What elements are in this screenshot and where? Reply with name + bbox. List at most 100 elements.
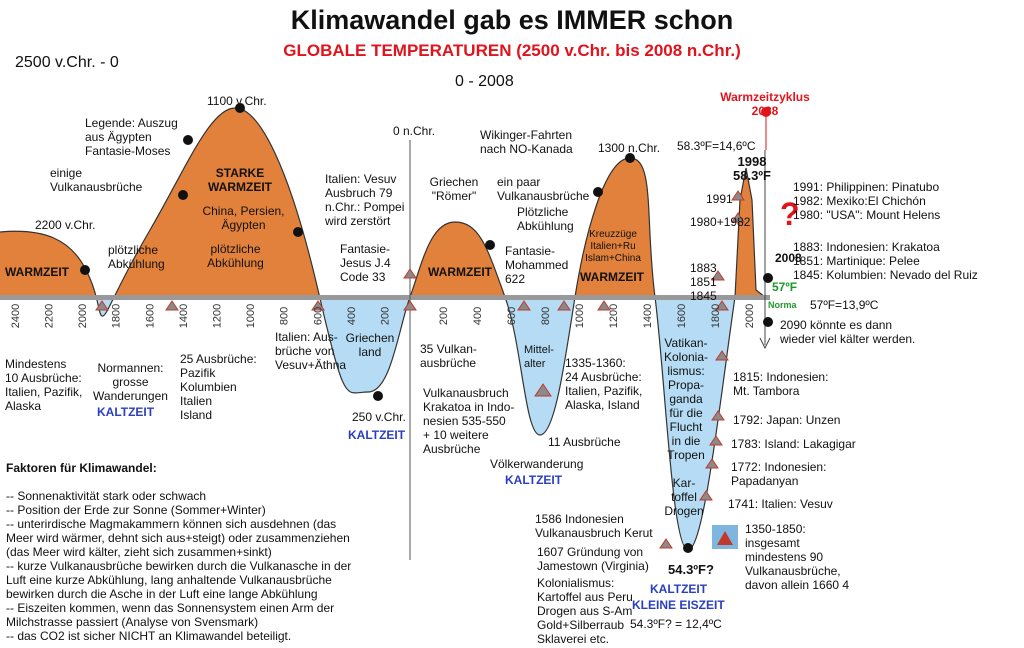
- label: Italien: Aus- brüche von Vesuv+Äthna: [275, 330, 347, 372]
- axis-label: 1000: [574, 304, 586, 328]
- axis-label: 1400: [178, 304, 190, 328]
- label: Legende: Auszug aus Ägypten Fantasie-Mos…: [85, 116, 178, 158]
- label: ein paar Vulkanausbrüche: [497, 175, 590, 203]
- label: 1991: [706, 192, 733, 206]
- label: 1586 Indonesien Vulkanausbruch Kerut: [535, 512, 653, 540]
- label: WARMZEIT: [428, 265, 492, 279]
- label: 1783: Island: Lakagigar: [731, 437, 856, 451]
- label: 0 n.Chr.: [393, 124, 436, 138]
- label: 1607 Gründung von Jamestown (Virginia): [537, 545, 649, 573]
- range-right: 0 - 2008: [455, 73, 514, 90]
- temperature-area: [0, 107, 766, 551]
- axis-label: 600: [506, 307, 518, 325]
- axis-label: 1800: [710, 304, 722, 328]
- axis-label: 1400: [642, 304, 654, 328]
- axis-labels: 2400 2200 2000 1800 1600 1400 1200 1000 800 600 40…: [10, 304, 756, 328]
- label: 54.3ºF? = 12,4ºC: [630, 617, 722, 631]
- axis-label: 1800: [111, 304, 123, 328]
- factor-item: -- Eiszeiten kommen, wenn das Sonnensyst…: [6, 601, 335, 629]
- label: 57ºF=13,9ºC: [810, 298, 879, 312]
- label: WARMZEIT: [5, 265, 69, 279]
- label: KALTZEIT: [505, 473, 563, 487]
- title: Klimawandel gab es IMMER schon: [290, 5, 734, 35]
- label: KALTZEIT: [97, 405, 155, 419]
- label: Vulkanausbruch Krakatoa in Indo- nesien …: [423, 386, 515, 456]
- label: STARKE WARMZEIT: [208, 166, 272, 194]
- label: 1883: Indonesien: Krakatoa 1851: Martini…: [793, 240, 978, 282]
- label: Norma: [768, 300, 797, 310]
- label: 54.3ºF?: [668, 562, 714, 577]
- arrow: [759, 337, 771, 350]
- label: Kolonialismus: Kartoffel aus Peru Drogen…: [537, 576, 633, 646]
- label: Kreuzzüge Italien+Ru Islam+China: [585, 229, 641, 264]
- markers: [80, 103, 773, 553]
- label: 57ºF: [772, 280, 798, 294]
- axis-label: 1200: [212, 304, 224, 328]
- label: 2090 könnte es dann wieder viel kälter w…: [780, 318, 916, 346]
- label: Warmzeitzyklus 2038: [720, 90, 810, 118]
- label: plötzliche Abkühlung: [207, 242, 264, 270]
- label: Griechen "Römer": [429, 175, 479, 203]
- label: Italien: Vesuv Ausbruch 79 n.Chr.: Pompe…: [325, 172, 405, 228]
- volcano-icons: [95, 190, 745, 549]
- factors-box: Faktoren für Klimawandel: -- Sonnenaktiv…: [6, 447, 426, 643]
- label: 1883 1851 1845: [690, 261, 717, 303]
- label: 1815: Indonesien: Mt. Tambora: [733, 370, 829, 398]
- label: 1350-1850: insgesamt mindestens 90 Vulka…: [745, 522, 850, 592]
- label: WARMZEIT: [580, 270, 644, 284]
- label: Fantasie- Mohammed 622: [505, 244, 569, 286]
- label: KALTZEIT: [650, 582, 708, 596]
- label: einige Vulkanausbrüche: [50, 166, 143, 194]
- factor-item: -- das CO2 ist sicher NICHT an Klimawand…: [6, 629, 292, 643]
- legend-volcano: [717, 531, 733, 545]
- axis-label: 1000: [245, 304, 257, 328]
- label: plötzliche Abkühlung: [108, 243, 165, 271]
- factor-item: -- Position der Erde zur Sonne (Sommer+W…: [6, 503, 266, 517]
- factor-item: -- Sonnenaktivität stark oder schwach: [6, 489, 207, 503]
- factor-item: -- unterirdische Magmakammern können sic…: [6, 517, 350, 559]
- label: 11 Ausbrüche: [548, 435, 621, 449]
- axis-label: 2200: [44, 304, 56, 328]
- cycle-dot: [761, 107, 771, 117]
- label: China, Persien, Ägypten: [202, 204, 285, 232]
- label: 1772: Indonesien: Papadanyan: [731, 460, 827, 488]
- label: 35 Vulkan- ausbrüche: [420, 342, 477, 370]
- label: Völkerwanderung: [490, 457, 584, 471]
- label: 2200 v.Chr.: [35, 218, 96, 232]
- time-axis: [0, 295, 770, 300]
- range-left: 2500 v.Chr. - 0: [15, 54, 119, 71]
- label: 250 v.Chr.: [352, 410, 406, 424]
- axis-label: 1600: [144, 304, 156, 328]
- label: 1335-1360: 24 Ausbrüche: Italien, Pazifi…: [565, 356, 643, 412]
- label: 1998 58.3ºF: [733, 154, 771, 183]
- axis-label: 800: [540, 307, 552, 325]
- label: 58.3ºF=14,6ºC: [677, 139, 756, 153]
- label: Mittel- alter: [524, 344, 554, 370]
- label: Fantasie- Jesus J.4 Code 33: [340, 242, 391, 284]
- label: Vatikan- Kolonia- lismus: Propa- ganda f…: [663, 336, 709, 462]
- axis-label: 2400: [10, 304, 22, 328]
- label: 1991: Philippinen: Pinatubo 1982: Mexiko…: [793, 180, 941, 222]
- label: Mindestens 10 Ausbrüche: Italien, Pazifi…: [5, 357, 83, 413]
- factors-heading: Faktoren für Klimawandel:: [6, 461, 157, 475]
- axis-label: 200: [438, 307, 450, 325]
- axis-label: 800: [279, 307, 291, 325]
- subtitle: GLOBALE TEMPERATUREN (2500 v.Chr. bis 20…: [283, 41, 741, 60]
- axis-label: 400: [472, 307, 484, 325]
- label: 2008: [775, 251, 802, 265]
- factor-item: -- kurze Vulkanausbrüche bewirken durch …: [6, 559, 352, 601]
- label: KALTZEIT: [348, 428, 406, 442]
- label: 1100 v.Chr.: [207, 94, 267, 108]
- label: Normannen: grosse Wanderungen: [93, 361, 168, 403]
- label: 1792: Japan: Unzen: [733, 413, 841, 427]
- label: ?: [780, 196, 800, 232]
- label: Plötzliche Abkühlung: [517, 205, 574, 233]
- axis-label: 600: [312, 307, 324, 325]
- label: 1980+1982: [690, 215, 751, 229]
- axis-label: 2000: [744, 304, 756, 328]
- axis-label: 2000: [77, 304, 89, 328]
- label: Griechen land: [345, 331, 395, 359]
- label: 1741: Italien: Vesuv: [728, 497, 833, 511]
